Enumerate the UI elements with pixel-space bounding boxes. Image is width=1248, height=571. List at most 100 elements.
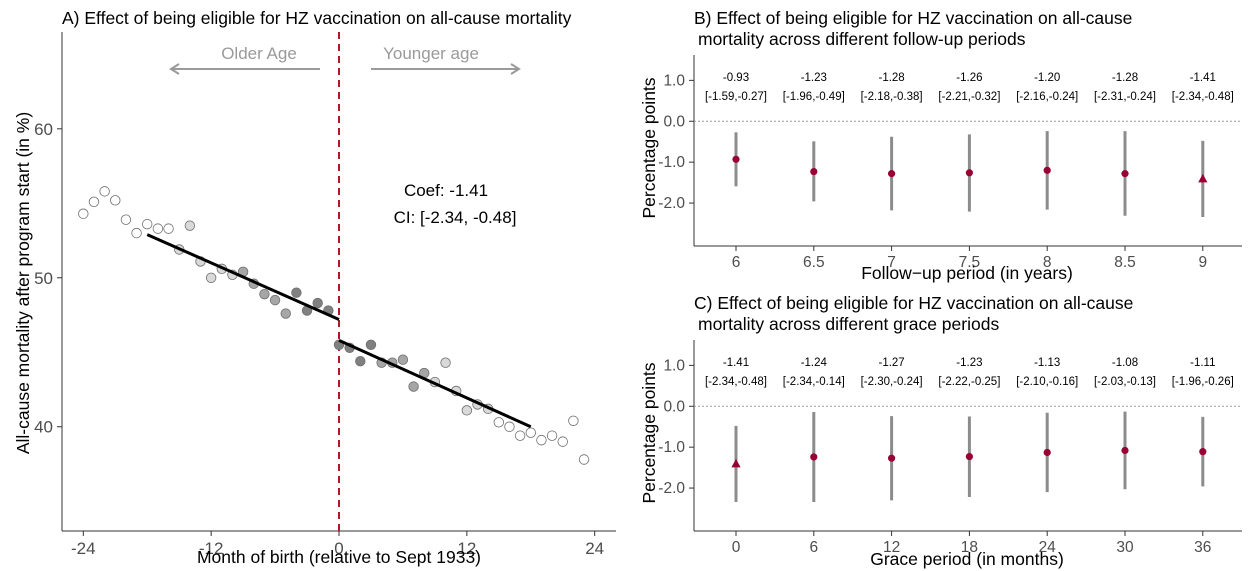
- binned-mortality-point: [280, 308, 291, 319]
- panel-b-y-tick-label: 1.0: [663, 72, 685, 89]
- binned-mortality-point: [152, 223, 164, 234]
- estimate-label: -1.13: [1034, 357, 1060, 369]
- panel-c-ticks: 1.0 0.0 -1.0 -2.0 0 6 12 18 24 30 36: [658, 357, 1211, 556]
- panel-c-y-tick-label: 1.0: [663, 357, 685, 374]
- estimate-label: -1.41: [1190, 72, 1216, 84]
- younger-age-arrow-head: [510, 63, 521, 75]
- panel-b-y-axis-title: Percentage points: [639, 77, 659, 218]
- panel-a: A) Effect of being eligible for HZ vacci…: [13, 8, 616, 567]
- estimate-point: [965, 169, 974, 177]
- panel-a-x-tick-label: -24: [71, 539, 96, 558]
- estimate-label: -1.24: [801, 357, 828, 369]
- older-age-label: Older Age: [221, 44, 297, 63]
- binned-mortality-point: [312, 297, 323, 309]
- panel-b-ticks: 1.0 0.0 -1.0 -2.0 6 6.5 7 7.5 8 8.5 9: [658, 72, 1207, 271]
- panel-b-estimates: [732, 131, 1208, 217]
- estimate-label: -0.93: [723, 72, 749, 84]
- binned-mortality-point: [99, 186, 110, 197]
- binned-mortality-point: [355, 355, 366, 367]
- panel-a-y-tick-label: 50: [34, 269, 53, 288]
- binned-mortality-point: [546, 430, 558, 441]
- panel-b-title-line-1: B) Effect of being eligible for HZ vacci…: [694, 8, 1132, 28]
- panel-a-x-axis-title: Month of birth (relative to Sept 1933): [197, 547, 481, 567]
- panel-c-x-tick-label: 24: [1039, 539, 1057, 556]
- panel-c-y-tick-label: -2.0: [658, 480, 685, 497]
- binned-mortality-point: [184, 220, 196, 231]
- estimate-point: [810, 453, 818, 461]
- panel-b-x-tick-label: 7.5: [959, 254, 981, 271]
- younger-age-label: Younger age: [383, 44, 479, 63]
- panel-b-x-tick-label: 6.5: [803, 254, 825, 271]
- panel-a-points: [78, 186, 590, 465]
- binned-mortality-point: [163, 223, 174, 234]
- estimate-label: -1.23: [801, 72, 827, 84]
- estimate-label: -1.11: [1190, 357, 1215, 369]
- binned-mortality-point: [131, 227, 142, 239]
- ci-label: [-1.96,-0.26]: [1172, 376, 1234, 388]
- estimate-point: [888, 454, 896, 462]
- ci-label: [-2.21,-0.32]: [938, 91, 1000, 103]
- panel-b-x-tick-label: 7: [887, 254, 896, 271]
- binned-mortality-point: [525, 427, 536, 438]
- older-age-arrow-head: [169, 63, 180, 75]
- binned-mortality-point: [504, 421, 515, 432]
- panel-c-y-axis-title: Percentage points: [639, 362, 659, 503]
- estimate-label: -1.08: [1112, 357, 1138, 369]
- panel-c-x-tick-label: 18: [961, 539, 978, 556]
- panel-c-y-tick-label: 0.0: [663, 398, 685, 415]
- panel-b-x-tick-label: 8.5: [1114, 254, 1136, 271]
- panel-a-ci-text: CI: [-2.34, -0.48]: [394, 208, 517, 227]
- binned-mortality-point: [397, 354, 409, 365]
- estimate-point: [810, 167, 818, 176]
- ci-label: [-2.34,-0.14]: [783, 376, 845, 388]
- estimate-point: [965, 452, 974, 461]
- ci-label: [-2.31,-0.24]: [1094, 91, 1156, 103]
- panel-b-x-axis-title: Follow−up period (in years): [861, 263, 1073, 283]
- panel-c-estimates: [731, 411, 1207, 502]
- panel-b-estimate-labels: -0.93 [-1.59,-0.27] -1.23 [-1.96,-0.49] -1.2…: [705, 72, 1234, 103]
- binned-mortality-point: [88, 196, 100, 208]
- panel-a-fit-lines: [146, 233, 532, 429]
- panel-b-y-tick-label: 0.0: [663, 113, 685, 130]
- binned-mortality-point: [365, 339, 377, 351]
- estimate-point: [1199, 448, 1207, 456]
- estimate-label: -1.26: [956, 72, 982, 84]
- estimate-point: [1043, 448, 1051, 457]
- panel-a-coef-text: Coef: -1.41: [404, 181, 488, 200]
- ci-label: [-2.34,-0.48]: [705, 376, 767, 388]
- panel-b-y-tick-label: -2.0: [658, 195, 685, 212]
- panel-c-estimate-labels: -1.41 [-2.34,-0.48] -1.24 [-2.34,-0.14] -1.2…: [705, 357, 1234, 388]
- estimate-point: [1043, 166, 1051, 174]
- fit-line-left: [146, 233, 340, 321]
- panel-a-x-tick-label: 24: [585, 539, 604, 558]
- binned-mortality-point: [142, 218, 153, 230]
- estimate-point: [888, 170, 896, 178]
- panel-c-x-tick-label: 12: [883, 539, 900, 556]
- panel-c-x-tick-label: 30: [1116, 539, 1134, 556]
- panel-c-x-tick-label: 36: [1194, 539, 1211, 556]
- estimate-label: -1.20: [1034, 72, 1060, 84]
- panel-c-x-tick-label: 0: [732, 539, 741, 556]
- main-estimate-triangle: [1198, 173, 1208, 183]
- panel-b-x-tick-label: 6: [732, 254, 741, 271]
- panel-b-x-tick-label: 8: [1043, 254, 1052, 271]
- binned-mortality-point: [568, 415, 579, 426]
- estimate-label: -1.41: [723, 357, 749, 369]
- panel-c-title-line-2: mortality across different grace periods: [698, 314, 999, 334]
- panel-a-x-tick-label: 0: [334, 539, 343, 558]
- ci-label: [-2.22,-0.25]: [938, 376, 1000, 388]
- ci-label: [-2.03,-0.13]: [1094, 376, 1156, 388]
- binned-mortality-point: [291, 287, 302, 298]
- panel-c-x-tick-label: 6: [809, 539, 818, 556]
- ci-label: [-1.59,-0.27]: [705, 91, 767, 103]
- binned-mortality-point: [557, 436, 568, 447]
- estimate-point: [732, 155, 740, 163]
- estimate-point: [1121, 446, 1129, 455]
- binned-mortality-point: [536, 434, 547, 446]
- estimate-label: -1.28: [1112, 72, 1138, 84]
- panel-c: C) Effect of being eligible for HZ vacci…: [639, 293, 1242, 569]
- panel-a-x-tick-label: -12: [199, 539, 224, 558]
- estimate-label: -1.28: [878, 72, 904, 84]
- panel-c-y-tick-label: -1.0: [658, 439, 685, 456]
